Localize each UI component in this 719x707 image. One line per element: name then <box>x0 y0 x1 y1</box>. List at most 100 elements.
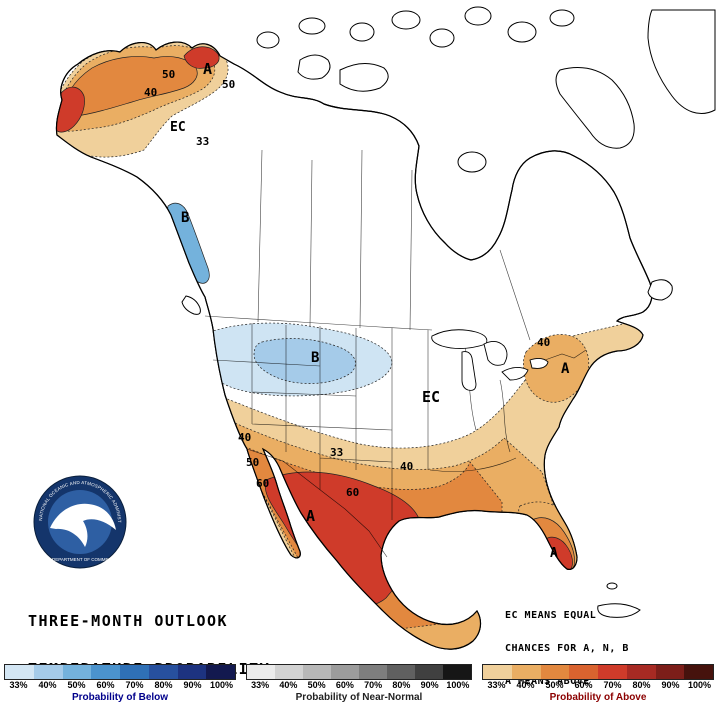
colorbar-segment <box>5 665 34 679</box>
colorbar-tick-label: 40% <box>38 680 57 690</box>
arctic-island <box>464 6 492 26</box>
lake-huron <box>483 341 508 366</box>
region-above-60-alaska-north <box>183 46 220 69</box>
colorbar-tick-label: 50% <box>67 680 86 690</box>
map-label-A: A <box>306 507 315 525</box>
map-label-EC: EC <box>170 120 186 135</box>
colorbar-tick-label: 90% <box>661 680 680 690</box>
colorbar-segment <box>148 665 178 679</box>
colorbar-segment <box>247 665 275 679</box>
colorbar-segment <box>275 665 303 679</box>
colorbar-tick-label: 33% <box>487 680 506 690</box>
noaa-ring-text-bottom: U.S. DEPARTMENT OF COMMERCE <box>42 557 118 562</box>
colorbar-tick-label: 50% <box>307 680 326 690</box>
colorbar-tick-label: 40% <box>279 680 298 690</box>
colorbar-near-normal-caption: Probability of Near-Normal <box>295 692 423 703</box>
colorbar-segment <box>511 665 541 679</box>
province-borders <box>257 149 531 341</box>
arctic-island <box>391 10 421 30</box>
colorbar-segment <box>120 665 149 679</box>
colorbar-tick-label: 70% <box>364 680 383 690</box>
colorbar-segment <box>359 665 387 679</box>
baffin-island <box>555 67 635 149</box>
map-label-40: 40 <box>144 86 157 99</box>
lake-michigan <box>461 351 477 391</box>
colorbar-tick-label: 60% <box>574 680 593 690</box>
region-above-40-northeast <box>523 334 590 403</box>
great-lakes <box>431 329 549 391</box>
map-label-60: 60 <box>256 477 269 490</box>
colorbar-segment <box>303 665 331 679</box>
colorbar-tick-label: 80% <box>392 680 411 690</box>
colorbar-tick-label: 80% <box>632 680 651 690</box>
colorbar-tick-label: 40% <box>516 680 535 690</box>
us-mexico-border <box>246 448 388 558</box>
colorbar-segment <box>206 665 235 679</box>
noaa-gull-icon <box>50 503 116 547</box>
colorbar-tick-label: 100% <box>446 680 470 690</box>
region-above-60-texas <box>264 471 421 606</box>
colorbar-segment <box>598 665 627 679</box>
colorbar-tick-label: 80% <box>154 680 173 690</box>
cuba <box>597 603 641 618</box>
colorbar-above-ticks: 33% 40% 50% 60% 70% 80% 90% 100% <box>482 680 714 691</box>
colorbar-tick-label: 100% <box>209 680 234 690</box>
colorbar-segment <box>33 665 63 679</box>
map-label-A: A <box>550 546 558 561</box>
colorbar-segment <box>387 665 415 679</box>
map-label-40: 40 <box>400 460 413 473</box>
colorbar-segment <box>540 665 570 679</box>
bahamas <box>606 582 618 590</box>
ec-note: EC MEANS EQUAL CHANCES FOR A, N, B A MEA… <box>505 588 629 707</box>
map-label-40: 40 <box>238 431 251 444</box>
lake-erie <box>501 367 529 381</box>
colorbar-segment <box>655 665 685 679</box>
colorbar-near-normal: 33% 40% 50% 60% 70% 80% 90% 100% Probability of… <box>246 664 472 703</box>
colorbar-above-caption: Probability of Above <box>549 692 647 703</box>
map-label-A: A <box>203 60 212 78</box>
map-label-40: 40 <box>537 336 550 349</box>
colorbar-below-ticks: 33% 40% 50% 60% 70% 80% 90% 100% <box>4 680 236 691</box>
colorbar-above: 33% 40% 50% 60% 70% 80% 90% 100% Probability of… <box>482 664 714 703</box>
map-label-B: B <box>311 350 319 366</box>
title-line-1: THREE-MONTH OUTLOOK <box>28 612 229 630</box>
colorbar-below-caption: Probability of Below <box>71 692 169 703</box>
victoria-island <box>339 63 389 92</box>
colorbar-tick-label: 33% <box>251 680 270 690</box>
colorbar-segment <box>569 665 598 679</box>
colorbar-tick-label: 70% <box>603 680 622 690</box>
map-label-60: 60 <box>346 486 359 499</box>
ec-note-line-3: A MEANS ABOVE <box>505 676 590 687</box>
colorbar-segment <box>684 665 713 679</box>
colorbar-tick-label: 90% <box>420 680 439 690</box>
colorbar-segment <box>91 665 120 679</box>
colorbar-segment <box>62 665 92 679</box>
ec-note-line-1: EC MEANS EQUAL <box>505 610 597 621</box>
arctic-island <box>256 31 280 49</box>
map-labels: A 50 50 40 EC 33 B B EC 40 A 40 50 60 33 40 60 A A <box>144 60 570 561</box>
colorbar-near-normal-segments <box>246 664 472 680</box>
colorbar-tick-label: 60% <box>335 680 354 690</box>
colorbar-above-segments <box>482 664 714 680</box>
colorbar-below: 33% 40% 50% 60% 70% 80% 90% 100% Probability of… <box>4 664 236 703</box>
newfoundland <box>647 279 673 301</box>
arctic-island <box>349 22 375 42</box>
colorbar-segment <box>483 665 512 679</box>
southampton-island <box>457 151 487 173</box>
lake-ontario <box>529 357 549 369</box>
colorbar-segment <box>331 665 359 679</box>
colorbar-below-segments <box>4 664 236 680</box>
map-label-33: 33 <box>330 446 343 459</box>
banks-island <box>297 54 331 80</box>
map-label-50: 50 <box>162 68 175 81</box>
arctic-island <box>549 9 575 27</box>
islands <box>181 6 716 618</box>
arctic-island <box>507 21 537 43</box>
legend-colorbars: 33% 40% 50% 60% 70% 80% 90% 100% Probability of… <box>0 664 719 706</box>
map-label-50: 50 <box>246 456 259 469</box>
map-label-A: A <box>561 361 570 377</box>
colorbar-tick-label: 100% <box>687 680 712 690</box>
colorbar-segment <box>443 665 471 679</box>
